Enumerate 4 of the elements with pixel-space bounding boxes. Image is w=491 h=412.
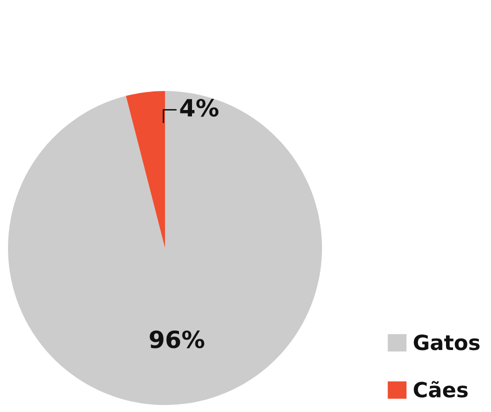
legend-label: Cães [414,381,468,398]
data-label: 96% [150,330,204,348]
legend-label: Gatos [414,334,480,350]
data-label: 4% [180,98,218,117]
